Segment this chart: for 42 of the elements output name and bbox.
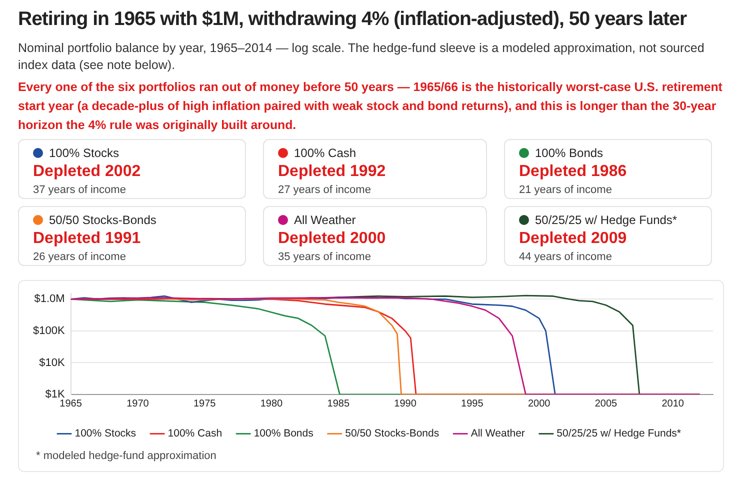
text: Every one of the six portfolios ran out of money before 50 years — 1965/66 is the historically worst-case U.S. retirement start year (a decade-plus of high inflation paired with weak stock and bond returns), and this is longer than the 30-year horizon the 4% rule was originally built around. [18, 79, 724, 134]
x-tick-label: 2000 [528, 398, 551, 410]
x-tick-label: 1990 [394, 398, 417, 410]
text: Depleted 2002 [33, 163, 142, 181]
legend-label: 50/25/25 w/ Hedge Funds* [556, 428, 682, 440]
legend-label: 100% Stocks [74, 428, 136, 440]
y-tick-label: $10K [39, 356, 66, 369]
x-tick-label: 2010 [662, 398, 684, 410]
text: * modeled hedge-fund approximation [36, 450, 216, 462]
text: 37 years of income [33, 184, 127, 196]
category-label: 100% Bonds [535, 146, 604, 160]
legend-label: All Weather [470, 428, 526, 440]
x-tick-label: 2005 [594, 398, 618, 410]
legend-label: 100% Bonds [254, 428, 314, 440]
category-label: 50/25/25 w/ Hedge Funds* [535, 213, 678, 227]
y-tick-label: $1K [45, 388, 66, 401]
category-label: 100% Stocks [49, 146, 120, 160]
x-tick-label: 1980 [260, 398, 284, 410]
category-label: 50/50 Stocks-Bonds [49, 213, 156, 227]
text: Depleted 2009 [519, 230, 628, 248]
category-label: All Weather [294, 213, 356, 227]
y-tick-label: $1.0M [34, 293, 65, 306]
text: Depleted 2000 [278, 230, 387, 248]
text: Depleted 1992 [278, 163, 387, 181]
text: 44 years of income [519, 251, 613, 263]
text: Depleted 1991 [33, 230, 142, 248]
x-tick-label: 1985 [327, 398, 350, 410]
text: 26 years of income [33, 251, 127, 263]
y-tick-label: $100K [32, 324, 66, 337]
x-tick-label: 1970 [126, 398, 150, 410]
x-tick-label: 1965 [60, 398, 82, 410]
category-label: 100% Cash [294, 146, 356, 160]
text: 27 years of income [278, 184, 372, 196]
text: 35 years of income [278, 251, 372, 263]
legend-label: 50/50 Stocks-Bonds [345, 428, 440, 440]
text: 21 years of income [519, 184, 613, 196]
x-tick-label: 1995 [461, 398, 484, 410]
legend-label: 100% Cash [168, 428, 222, 440]
chart-title: Retiring in 1965 with $1M, withdrawing 4% (inflation-adjusted), 50 years later [18, 8, 687, 31]
chart-subtitle: Nominal portfolio balance by year, 1965–2014 — log scale. The hedge-fund sleeve is a modeled approximation, not sourced index data (see note below). [18, 40, 706, 74]
x-tick-label: 1975 [193, 398, 216, 410]
text: Depleted 1986 [519, 163, 628, 181]
